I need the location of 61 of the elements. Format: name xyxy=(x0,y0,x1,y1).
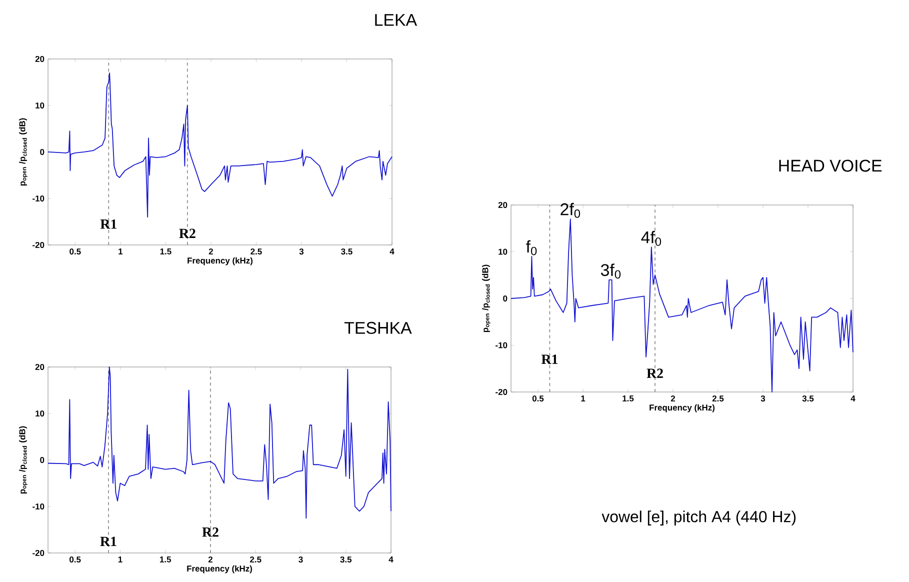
x-tick-label: 1 xyxy=(118,556,122,562)
y-tick-label: 20 xyxy=(35,364,44,370)
x-tick-label: 2 xyxy=(670,396,676,402)
ref-line-label: R2 xyxy=(202,527,218,537)
x-tick-label: 1 xyxy=(118,248,123,254)
ref-line-label: R1 xyxy=(100,219,116,229)
x-tick-label: 3.5 xyxy=(340,556,352,563)
x-tick-label: 3 xyxy=(298,556,303,563)
y-tick-label: -10 xyxy=(32,503,44,510)
y-tick-label: -20 xyxy=(32,550,44,556)
x-tick-label: 2.5 xyxy=(712,396,724,402)
annotation: 3f$_{0}$ xyxy=(600,264,621,279)
y-tick-label: 20 xyxy=(498,202,508,208)
x-tick-label: 1.5 xyxy=(622,396,634,402)
y-tick-label: 0 xyxy=(40,456,44,463)
y-tick-label: -10 xyxy=(496,342,508,348)
ref-line-label: R2 xyxy=(646,368,663,378)
y-tick-label: -20 xyxy=(32,242,44,248)
x-tick-label: 3 xyxy=(299,248,304,255)
x-tick-label: 2.5 xyxy=(250,248,262,254)
x-tick-label: 1 xyxy=(581,396,586,402)
x-tick-label: 3 xyxy=(760,396,766,402)
y-axis-title: p$_{open}$ /p$_{closed}$ (dB) xyxy=(482,264,490,332)
y-tick-label: -20 xyxy=(496,388,508,395)
x-tick-label: 0.5 xyxy=(70,556,81,562)
x-tick-label: 4 xyxy=(388,556,394,562)
y-tick-label: -10 xyxy=(32,195,44,202)
x-tick-label: 1.5 xyxy=(160,556,171,562)
x-tick-label: 4 xyxy=(850,396,856,402)
y-tick-label: 10 xyxy=(36,410,44,416)
text: vowel [e], pitch A4 (440 Hz) xyxy=(602,510,796,526)
y-axis-title: p$_{open}$ /p$_{closed}$ (dB) xyxy=(19,118,28,186)
x-tick-label: 2 xyxy=(208,556,212,562)
line-series xyxy=(510,218,854,392)
x-tick-label: 1.5 xyxy=(160,248,172,254)
y-tick-label: 20 xyxy=(35,56,44,62)
annotation: 2f$_{0}$ xyxy=(560,202,580,218)
y-tick-label: 10 xyxy=(36,102,44,108)
x-tick-label: 3.5 xyxy=(802,396,814,402)
y-axis-title: p$_{open}$ /p$_{closed}$ (dB) xyxy=(19,426,28,494)
y-tick-label: 0 xyxy=(40,148,44,155)
x-axis-title: Frequency (kHz) xyxy=(187,565,252,574)
ref-line-label: R2 xyxy=(179,228,196,238)
ref-line-label: R1 xyxy=(100,536,116,546)
y-tick-label: 0 xyxy=(503,295,508,302)
chart-title: TESHKA xyxy=(344,322,412,334)
x-tick-label: 3.5 xyxy=(341,248,352,255)
x-tick-label: 0.5 xyxy=(532,396,544,402)
ref-line-label: R1 xyxy=(541,354,558,364)
x-tick-label: 4 xyxy=(390,248,394,254)
y-tick-label: 10 xyxy=(498,248,508,255)
x-tick-label: 0.5 xyxy=(70,248,81,254)
annotation: 4f$_{0}$ xyxy=(641,230,662,246)
x-axis-title: Frequency (kHz) xyxy=(188,257,253,266)
x-axis-title: Frequency (kHz) xyxy=(650,404,715,412)
x-tick-label: 2.5 xyxy=(250,556,262,562)
x-tick-label: 2 xyxy=(208,248,213,254)
annotation: f$_{0}$ xyxy=(526,240,537,256)
chart-title: LEKA xyxy=(375,14,418,26)
line-series xyxy=(48,72,392,218)
chart-title: HEAD VOICE xyxy=(779,160,882,172)
